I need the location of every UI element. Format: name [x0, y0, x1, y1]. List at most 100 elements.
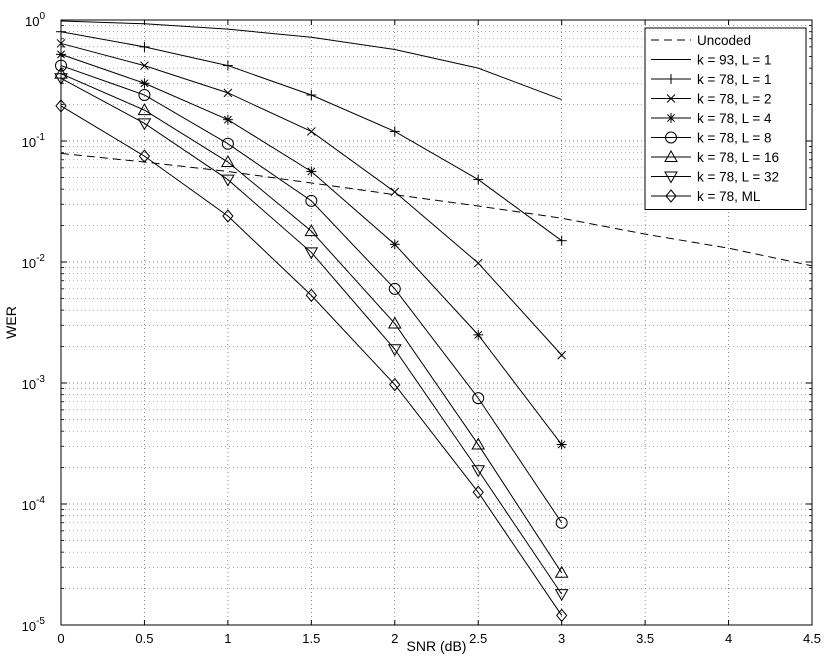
- series-4: [56, 49, 567, 450]
- legend-entry: k = 78, L = 4: [651, 111, 772, 126]
- y-tick-label: 10-4: [22, 495, 46, 513]
- x-tick-label: 3: [558, 631, 565, 646]
- data-point: [221, 137, 234, 150]
- series-line: [60, 77, 563, 595]
- data-point: [304, 247, 319, 260]
- data-point: [140, 61, 149, 70]
- data-point: [139, 78, 150, 89]
- data-point: [306, 166, 317, 177]
- legend-entry: k = 78, L = 8: [651, 131, 772, 146]
- legend-entry: k = 78, L = 2: [651, 92, 772, 107]
- data-point: [221, 174, 235, 187]
- data-point: [305, 194, 318, 207]
- data-point: [471, 465, 486, 478]
- series-layer: [54, 20, 813, 623]
- x-tick-label: 0.5: [135, 631, 153, 646]
- data-point: [387, 344, 402, 357]
- series-line: [60, 65, 563, 524]
- series-7: [54, 73, 569, 602]
- x-tick-label: 4.5: [803, 631, 821, 646]
- data-point: [471, 437, 486, 450]
- legend-entry: k = 78, L = 1: [651, 72, 772, 87]
- series-5: [55, 59, 568, 529]
- data-point: [304, 224, 319, 237]
- series-line: [60, 152, 813, 267]
- legend-marker: [664, 171, 678, 184]
- data-point: [138, 149, 151, 163]
- x-tick-label: 2.5: [469, 631, 487, 646]
- y-axis-ticks: 100 10-1 10-2 10-3 10-4 10-5: [22, 11, 812, 634]
- x-tick-label: 0: [57, 631, 64, 646]
- data-point: [222, 209, 234, 223]
- data-point: [221, 155, 235, 168]
- legend-label: k = 78, L = 4: [697, 111, 772, 126]
- data-point: [557, 350, 567, 360]
- data-point: [390, 187, 400, 197]
- legend-entry: k = 78, L = 16: [651, 149, 779, 165]
- series-3: [56, 39, 567, 360]
- data-point: [223, 88, 233, 98]
- x-tick-label: 1.5: [302, 631, 320, 646]
- legend-entry: k = 78, L = 32: [651, 170, 779, 185]
- legend-marker: [664, 149, 678, 162]
- data-point: [556, 439, 567, 450]
- legend-label: k = 78, L = 16: [697, 150, 779, 165]
- series-line: [60, 73, 563, 574]
- data-point: [472, 485, 484, 500]
- legend-label: k = 78, L = 1: [697, 72, 772, 87]
- series-2: [56, 26, 567, 246]
- data-point: [137, 118, 152, 131]
- data-point: [473, 329, 484, 340]
- data-point: [556, 235, 567, 246]
- data-point: [387, 316, 402, 329]
- y-tick-label: 100: [25, 11, 45, 29]
- data-point: [222, 60, 233, 71]
- legend-entry: k = 93, L = 1: [651, 53, 772, 68]
- data-point: [306, 127, 316, 136]
- y-axis-label: WER: [3, 306, 19, 339]
- legend-label: k = 78, ML: [697, 189, 761, 204]
- legend-marker: [666, 94, 676, 103]
- data-point: [555, 516, 568, 529]
- y-tick-label: 10-5: [22, 616, 46, 634]
- plot-frame: [60, 19, 813, 626]
- data-point: [473, 174, 484, 185]
- series-0: [60, 152, 813, 267]
- legend-entry: Uncoded: [651, 33, 751, 48]
- legend-marker: [666, 74, 676, 84]
- data-point: [388, 282, 401, 295]
- series-6: [54, 66, 569, 578]
- legend-label: k = 78, L = 2: [697, 92, 772, 107]
- legend-marker: [665, 189, 677, 203]
- legend-entry: k = 78, ML: [651, 189, 761, 204]
- data-point: [137, 103, 152, 116]
- x-axis-ticks: 0 0.5 1 1.5 2 2.5 3 3.5 4 4.5: [57, 20, 821, 646]
- data-point: [222, 114, 233, 125]
- legend-label: Uncoded: [697, 33, 751, 48]
- data-point: [389, 126, 400, 137]
- x-axis-label: SNR (dB): [407, 638, 467, 654]
- legend-marker: [665, 131, 677, 144]
- legend-label: k = 78, L = 32: [697, 170, 779, 185]
- x-tick-label: 1: [224, 631, 231, 646]
- series-line: [60, 105, 563, 616]
- data-point: [306, 89, 317, 100]
- x-tick-label: 4: [725, 631, 732, 646]
- legend-label: k = 93, L = 1: [697, 53, 772, 68]
- legend-marker: [666, 113, 676, 123]
- legend-label: k = 78, L = 8: [697, 131, 772, 146]
- legend: Uncoded k = 93, L = 1 k = 78, L = 1 k = 78,…: [644, 27, 807, 210]
- data-point: [472, 392, 485, 405]
- data-point: [305, 288, 317, 303]
- data-point: [473, 258, 483, 268]
- data-point: [554, 589, 569, 602]
- y-tick-label: 10-2: [22, 253, 46, 271]
- data-point: [554, 565, 569, 578]
- x-tick-label: 2: [391, 631, 398, 646]
- data-point: [138, 88, 151, 101]
- data-point: [139, 41, 150, 52]
- x-tick-label: 3.5: [636, 631, 654, 646]
- y-tick-label: 10-3: [22, 374, 46, 392]
- y-tick-label: 10-1: [22, 132, 46, 150]
